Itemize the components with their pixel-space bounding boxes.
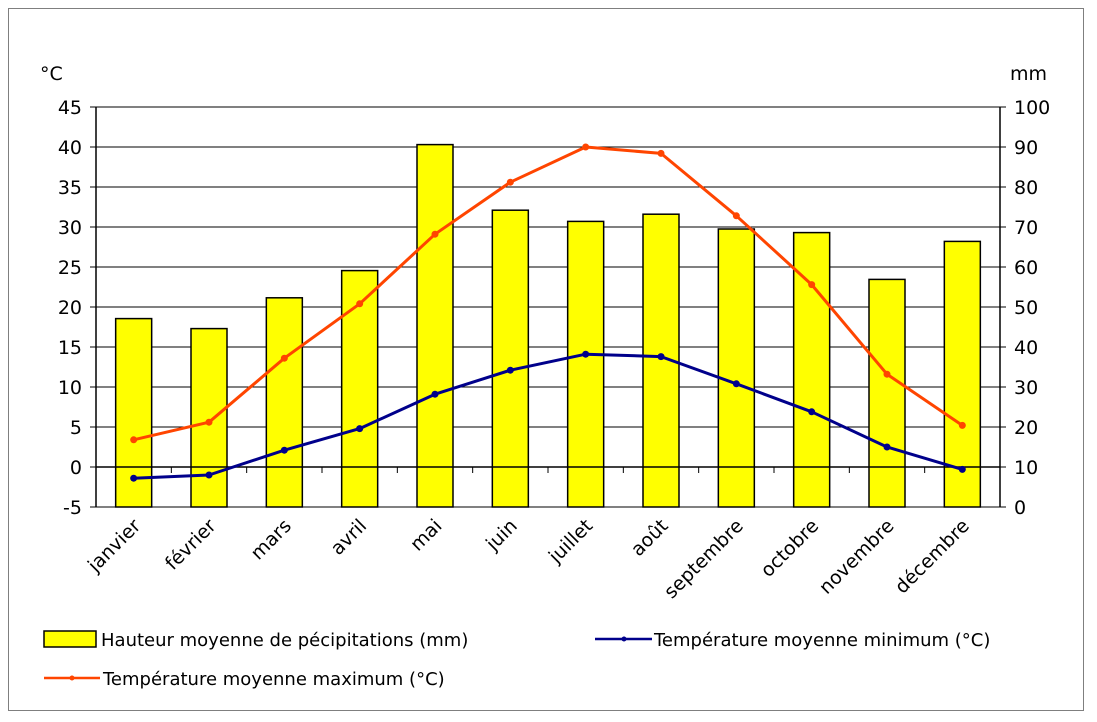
left-tick-label: -5: [63, 497, 82, 519]
left-tick-label: 20: [58, 297, 82, 319]
precipitation-bars: [114, 143, 982, 508]
legend-min-marker: [621, 636, 627, 642]
precip-bar: [717, 228, 756, 508]
precip-bar: [491, 209, 530, 508]
right-tick-label: 90: [1014, 137, 1038, 159]
right-tick-label: 60: [1014, 257, 1038, 279]
min-temp-point: [205, 471, 213, 479]
max-temp-point: [732, 212, 740, 220]
max-temp-point: [582, 143, 590, 151]
min-temp-point: [356, 425, 364, 433]
right-axis-unit: mm: [1010, 63, 1047, 85]
min-temp-line: [133, 352, 963, 480]
max-temp-point: [506, 178, 514, 186]
legend-max-label: Température moyenne maximum (°C): [102, 669, 445, 690]
category-label: janvier: [83, 515, 145, 577]
min-temp-point: [431, 390, 439, 398]
category-label: avril: [326, 515, 371, 560]
legend-max-marker: [69, 675, 75, 681]
left-tick-label: 0: [70, 457, 82, 479]
min-temp-point: [958, 465, 966, 473]
min-temp-point: [582, 350, 590, 358]
left-axis-unit: °C: [40, 63, 63, 85]
min-temp-point: [506, 366, 514, 374]
max-temp-line: [133, 145, 964, 442]
category-label: novembre: [815, 515, 899, 599]
right-tick-label: 10: [1014, 457, 1038, 479]
left-tick-label: 10: [58, 377, 82, 399]
max-temp-point: [205, 418, 213, 426]
category-label: février: [161, 515, 221, 575]
min-temp-point: [808, 408, 816, 416]
right-tick-label: 100: [1014, 97, 1050, 119]
left-tick-label: 45: [58, 97, 82, 119]
category-label: septembre: [660, 515, 748, 603]
max-temp-point: [808, 281, 816, 289]
left-tick-label: 5: [70, 417, 82, 439]
category-label: mars: [246, 515, 295, 564]
category-label: août: [627, 515, 673, 561]
right-tick-label: 70: [1014, 217, 1038, 239]
left-tick-label: 40: [58, 137, 82, 159]
legend: Hauteur moyenne de pécipitations (mm) Te…: [43, 630, 990, 690]
right-tick-label: 50: [1014, 297, 1038, 319]
min-temp-point: [657, 353, 665, 361]
category-label: juin: [481, 515, 522, 556]
precip-bar: [416, 143, 454, 508]
legend-precip-swatch: [43, 630, 97, 648]
min-temp-point: [732, 380, 740, 388]
right-tick-label: 20: [1014, 417, 1038, 439]
right-tick-label: 80: [1014, 177, 1038, 199]
min-temp-point: [883, 443, 891, 451]
right-tick-label: 0: [1014, 497, 1026, 519]
temperature-lines: [130, 143, 966, 482]
precip-bar: [868, 278, 906, 508]
max-temp-point: [280, 354, 288, 362]
right-tick-label: 30: [1014, 377, 1038, 399]
precip-bar: [265, 297, 304, 508]
left-tick-label: 15: [58, 337, 82, 359]
left-tick-label: 25: [58, 257, 82, 279]
max-temp-point: [657, 149, 665, 157]
left-tick-label: 35: [58, 177, 82, 199]
category-label: octobre: [757, 515, 824, 582]
precip-bar: [566, 220, 605, 508]
max-temp-point: [130, 436, 138, 444]
min-temp-point: [130, 474, 138, 482]
precip-bar: [190, 327, 228, 508]
precip-bar: [943, 240, 982, 508]
category-label: juillet: [544, 515, 597, 568]
max-temp-point: [431, 230, 439, 238]
legend-precip-label: Hauteur moyenne de pécipitations (mm): [101, 630, 468, 651]
left-tick-label: 30: [58, 217, 82, 239]
max-temp-point: [958, 421, 966, 429]
category-label: mai: [406, 515, 447, 556]
axes: [90, 106, 1006, 508]
max-temp-point: [883, 370, 891, 378]
precip-bar: [792, 231, 831, 508]
max-temp-point: [356, 300, 364, 308]
legend-min-label: Température moyenne minimum (°C): [653, 630, 990, 651]
right-tick-label: 40: [1014, 337, 1038, 359]
min-temp-point: [280, 446, 288, 454]
gridlines: [96, 106, 1000, 508]
category-label: décembre: [891, 515, 974, 598]
